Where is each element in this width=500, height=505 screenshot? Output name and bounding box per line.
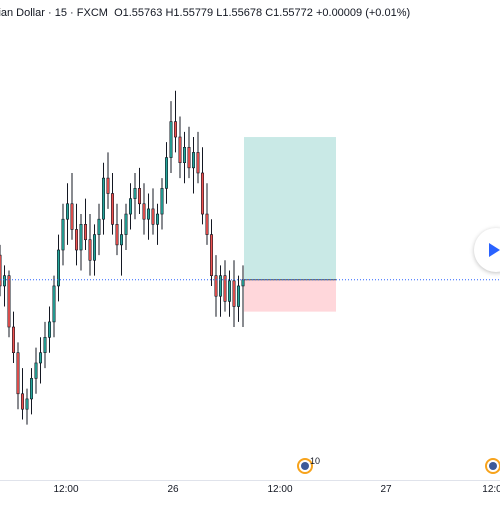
candle-body <box>205 213 209 235</box>
profit-zone[interactable] <box>244 137 336 280</box>
legend-interval[interactable]: 15 <box>54 7 67 19</box>
legend-low-value: 1.55678 <box>222 7 263 19</box>
candle-body <box>61 218 65 251</box>
time-axis-border <box>0 480 500 481</box>
candle-body <box>142 203 146 220</box>
candle-body <box>201 172 205 215</box>
candle-body <box>66 203 70 220</box>
candle-body <box>79 224 83 251</box>
loss-zone[interactable] <box>244 279 336 312</box>
legend-source: FXCM <box>76 7 108 19</box>
candle-body <box>183 146 187 164</box>
candle-body <box>70 203 74 230</box>
time-axis-label: 12:00 <box>53 484 79 495</box>
candles-layer <box>0 90 245 425</box>
time-axis-label: 12:0 <box>482 484 500 495</box>
legend-high-value: 1.55779 <box>173 7 214 19</box>
legend-close-value: 1.55772 <box>273 7 313 19</box>
earnings-event-icon[interactable] <box>297 458 313 474</box>
candle-body <box>115 224 119 246</box>
candle-body <box>178 136 182 164</box>
legend-change: +0.00009 (+0.01%) <box>315 7 411 19</box>
legend-open-value: 1.55763 <box>122 7 163 19</box>
legend-separator: · <box>47 7 52 19</box>
candle-body <box>0 254 2 287</box>
candle-body <box>34 362 38 379</box>
candle-body <box>210 234 214 276</box>
legend-separator: · <box>70 7 74 19</box>
candle-body <box>52 285 56 323</box>
candle-body <box>138 188 142 205</box>
candle-body <box>165 157 169 189</box>
candle-body <box>7 275 11 328</box>
candle-body <box>111 193 115 225</box>
candle-body <box>93 234 97 261</box>
symbol-legend: lian Dollar · 15 · FXCM O1.55763 H1.5577… <box>0 7 410 19</box>
candle-body <box>241 279 245 287</box>
candle-body <box>196 152 200 174</box>
legend-high-label: H <box>165 7 174 19</box>
position-tool[interactable] <box>244 137 336 312</box>
candle-body <box>160 188 164 215</box>
candle-body <box>147 208 151 220</box>
candle-body <box>88 239 92 261</box>
candle-body <box>192 152 196 169</box>
candle-body <box>43 336 47 354</box>
candle-body <box>133 188 137 199</box>
candle-body <box>97 218 101 235</box>
candle-body <box>84 224 88 241</box>
candle-body <box>169 121 173 158</box>
candle-body <box>29 378 33 400</box>
legend-low-label: L <box>216 7 223 19</box>
candle-body <box>47 321 51 338</box>
candle-body <box>75 229 79 251</box>
candle-body <box>12 326 16 354</box>
event-count: 10 <box>310 456 321 466</box>
candle-body <box>56 249 60 287</box>
candle-body <box>38 352 42 364</box>
time-axis-label: 26 <box>167 484 179 495</box>
event-dot <box>489 462 497 470</box>
legend-open-label: O <box>114 7 123 19</box>
candle-body <box>124 213 128 235</box>
time-axis-label: 27 <box>380 484 392 495</box>
candle-body <box>2 275 7 287</box>
candle-body <box>223 275 227 302</box>
legend-symbol[interactable]: lian Dollar <box>0 7 45 19</box>
candle-body <box>156 213 160 225</box>
candle-body <box>151 208 155 225</box>
candle-body <box>187 146 191 169</box>
candle-body <box>129 198 133 215</box>
candle-body <box>120 234 124 246</box>
candle-body <box>106 177 110 194</box>
candle-body <box>219 275 223 297</box>
candle-body <box>20 393 24 410</box>
earnings-event-icon[interactable] <box>485 458 500 474</box>
play-icon <box>489 243 500 257</box>
candle-body <box>25 398 29 410</box>
candle-body <box>214 275 218 297</box>
candle-body <box>228 280 232 302</box>
candle-body <box>232 280 236 307</box>
candle-body <box>237 285 241 307</box>
legend-close-label: C <box>265 7 274 19</box>
candle-body <box>174 121 178 138</box>
time-axis-label: 12:00 <box>267 484 293 495</box>
event-dot <box>301 462 309 470</box>
candle-body <box>102 177 106 220</box>
candle-body <box>16 352 20 395</box>
